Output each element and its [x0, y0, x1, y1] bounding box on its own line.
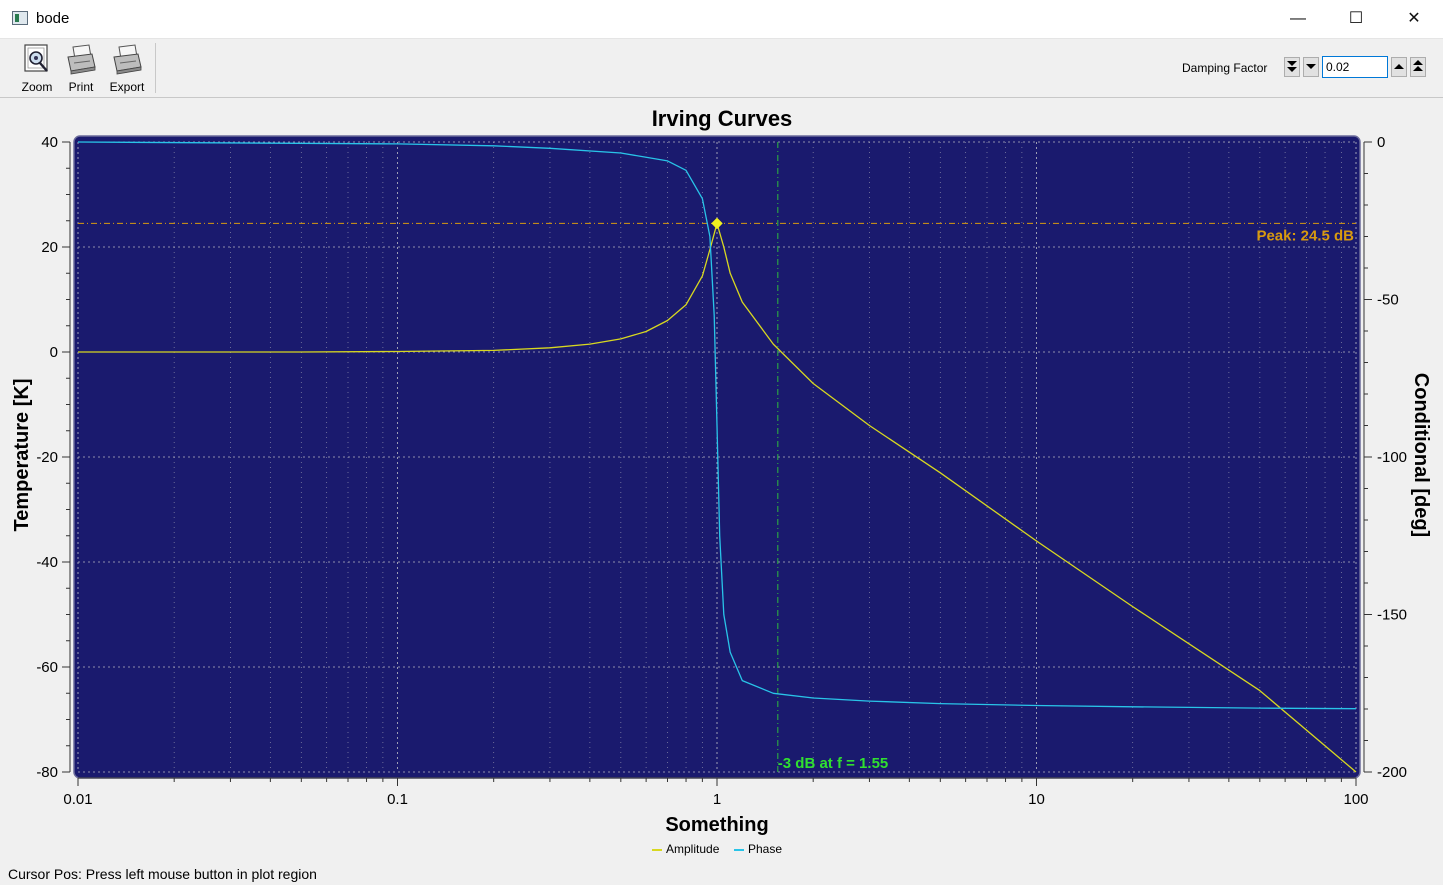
minimize-button[interactable]: — [1290, 10, 1306, 27]
export-icon [113, 44, 142, 75]
up-arrow-icon [1394, 64, 1404, 69]
left-axis-label: Temperature [K] [11, 379, 33, 532]
damping-step-down-button[interactable] [1303, 57, 1319, 77]
amplitude-swatch [652, 848, 662, 851]
print-button[interactable]: Print [63, 43, 99, 94]
x-tick-label: 0.1 [387, 791, 408, 808]
status-bar: Cursor Pos: Press left mouse button in p… [8, 866, 317, 882]
damping-factor-label: Damping Factor [1182, 61, 1268, 75]
legend-item-phase[interactable]: Phase [734, 842, 782, 856]
phase-swatch [734, 848, 744, 851]
phase-curve [77, 141, 1357, 710]
left-tick-label: -40 [36, 554, 58, 571]
peak-marker [711, 217, 723, 230]
cutoff-annotation: -3 dB at f = 1.55 [778, 755, 888, 772]
window-title: bode [36, 10, 70, 27]
close-button[interactable]: ✕ [1407, 10, 1421, 27]
double-up-icon [1413, 60, 1423, 71]
zoom-label: Zoom [21, 80, 53, 94]
print-label: Print [68, 80, 94, 94]
damping-factor-input[interactable] [1322, 56, 1388, 78]
x-tick-label: 0.01 [63, 791, 92, 808]
window-titlebar: bode — ☐ ✕ [0, 0, 1443, 39]
left-tick-label: 20 [41, 239, 58, 256]
axes: 40 20 0 -20 -40 -60 -80 0 -50 -100 -150 -200 0.01 0.1… [36, 134, 1407, 808]
x-tick-label: 100 [1343, 791, 1368, 808]
legend-phase-label: Phase [748, 842, 783, 856]
zoom-icon [24, 44, 48, 72]
damping-step-up-button[interactable] [1391, 57, 1407, 77]
down-arrow-icon [1306, 64, 1316, 69]
chart-title: Irving Curves [652, 106, 793, 131]
right-axis-label: Conditional [deg] [1410, 373, 1432, 537]
toolbar: Zoom Print Export Damping Factor [0, 39, 1443, 98]
left-tick-label: 40 [41, 134, 58, 151]
zoom-button[interactable]: Zoom [18, 43, 56, 94]
legend-item-amplitude[interactable]: Amplitude [652, 842, 719, 856]
left-tick-label: -80 [36, 764, 58, 781]
right-tick-label: -50 [1377, 292, 1399, 309]
x-tick-label: 1 [713, 791, 721, 808]
export-button[interactable]: Export [106, 43, 148, 94]
export-label: Export [109, 80, 145, 94]
right-tick-label: 0 [1377, 134, 1385, 151]
damping-fast-down-button[interactable] [1284, 57, 1300, 77]
right-tick-label: -100 [1377, 449, 1407, 466]
toolbar-separator [155, 43, 156, 93]
left-tick-label: -60 [36, 659, 58, 676]
x-tick-label: 10 [1028, 791, 1045, 808]
damping-fast-up-button[interactable] [1410, 57, 1426, 77]
legend-amplitude-label: Amplitude [666, 842, 720, 856]
right-tick-label: -150 [1377, 607, 1407, 624]
right-tick-label: -200 [1377, 764, 1407, 781]
left-tick-label: 0 [50, 344, 58, 361]
double-down-icon [1287, 61, 1297, 72]
maximize-button[interactable]: ☐ [1348, 10, 1364, 27]
peak-annotation: Peak: 24.5 dB [1256, 227, 1354, 244]
left-tick-label: -20 [36, 449, 58, 466]
bode-plot[interactable]: Irving Curves 40 20 0 -20 -40 -60 -80 0 -50 -100 -… [0, 98, 1443, 843]
printer-icon [67, 44, 96, 75]
app-icon [12, 11, 28, 25]
amplitude-curve [78, 222, 1357, 773]
legend: Amplitude Phase [0, 842, 1443, 858]
x-axis-label: Something [665, 814, 768, 836]
